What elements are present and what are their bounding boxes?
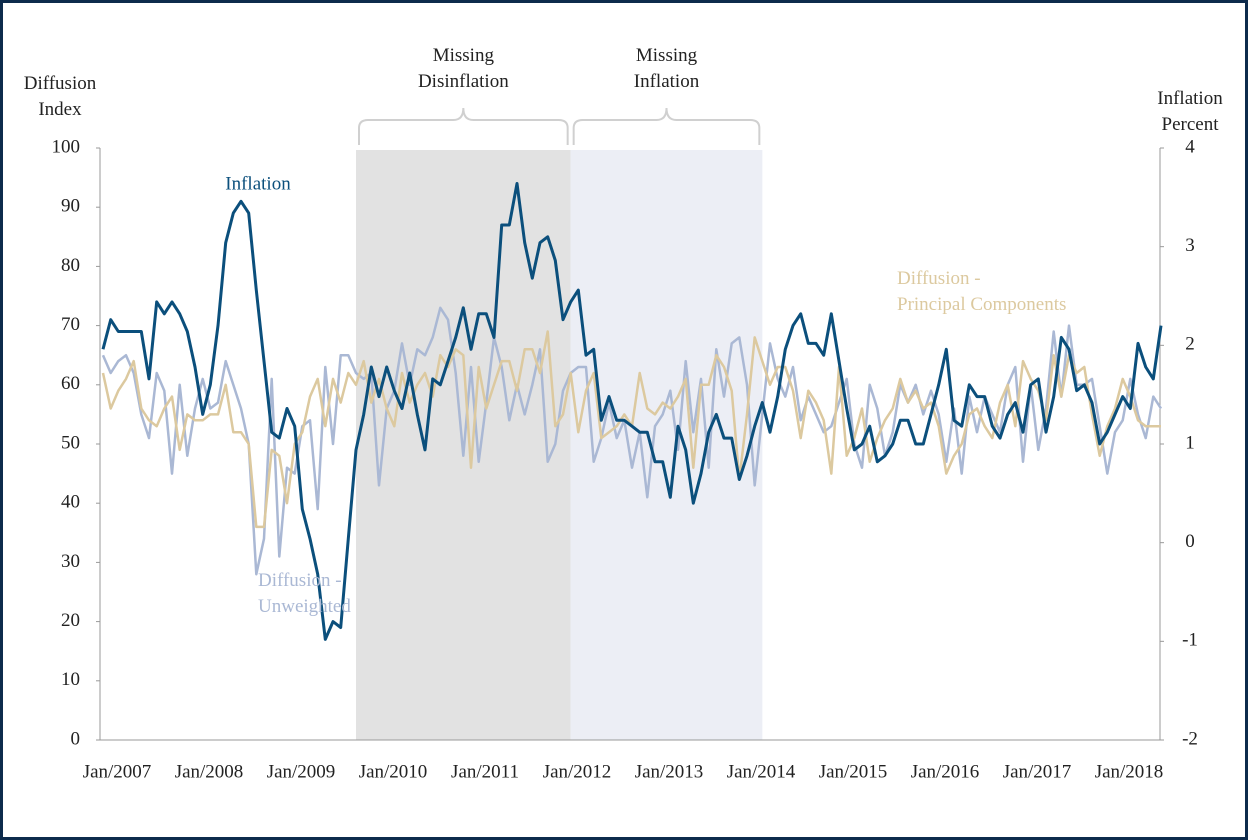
y2-tick-label: -2 [1182,728,1198,749]
y-tick-label: 50 [61,432,80,453]
y-tick-label: 60 [61,373,80,394]
x-tick-label: Jan/2015 [819,761,888,782]
series-label: Diffusion -Unweighted [258,570,351,617]
x-tick-label: Jan/2016 [911,761,980,782]
y2-tick-label: -1 [1182,630,1198,651]
y2-axis-title: Inflation Percent [1157,88,1223,135]
x-tick-label: Jan/2007 [83,761,152,782]
y2-tick-label: 1 [1185,432,1195,453]
y-tick-label: 90 [61,196,80,217]
x-tick-label: Jan/2017 [1003,761,1072,782]
span-brace [358,107,569,145]
y2-tick-label: 4 [1185,136,1195,157]
series-label: Diffusion -Principal Components [897,268,1066,315]
span-label: Missing Disinflation [418,45,509,92]
series-label: Inflation [225,173,291,194]
y-tick-label: 100 [52,136,81,157]
y-tick-label: 30 [61,551,80,572]
x-tick-label: Jan/2011 [451,761,519,782]
span-region [570,150,763,740]
span-label: Missing Inflation [634,45,700,92]
y-tick-label: 10 [61,669,80,690]
x-tick-label: Jan/2012 [543,761,612,782]
y-tick-label: 0 [71,728,81,749]
series-line [101,182,1163,641]
x-tick-label: Jan/2014 [727,761,796,782]
y-axis-title: Diffusion Index [24,73,97,120]
x-tick-label: Jan/2013 [635,761,704,782]
x-tick-label: Jan/2018 [1095,761,1164,782]
y2-tick-label: 0 [1185,531,1195,552]
span-brace [572,107,761,145]
x-tick-label: Jan/2008 [175,761,244,782]
x-tick-label: Jan/2010 [359,761,428,782]
y-tick-label: 70 [61,314,80,335]
y2-tick-label: 2 [1185,334,1195,355]
y-tick-label: 20 [61,610,80,631]
x-tick-label: Jan/2009 [267,761,336,782]
y-tick-label: 80 [61,255,80,276]
y2-tick-label: 3 [1185,235,1195,256]
y-tick-label: 40 [61,492,80,513]
